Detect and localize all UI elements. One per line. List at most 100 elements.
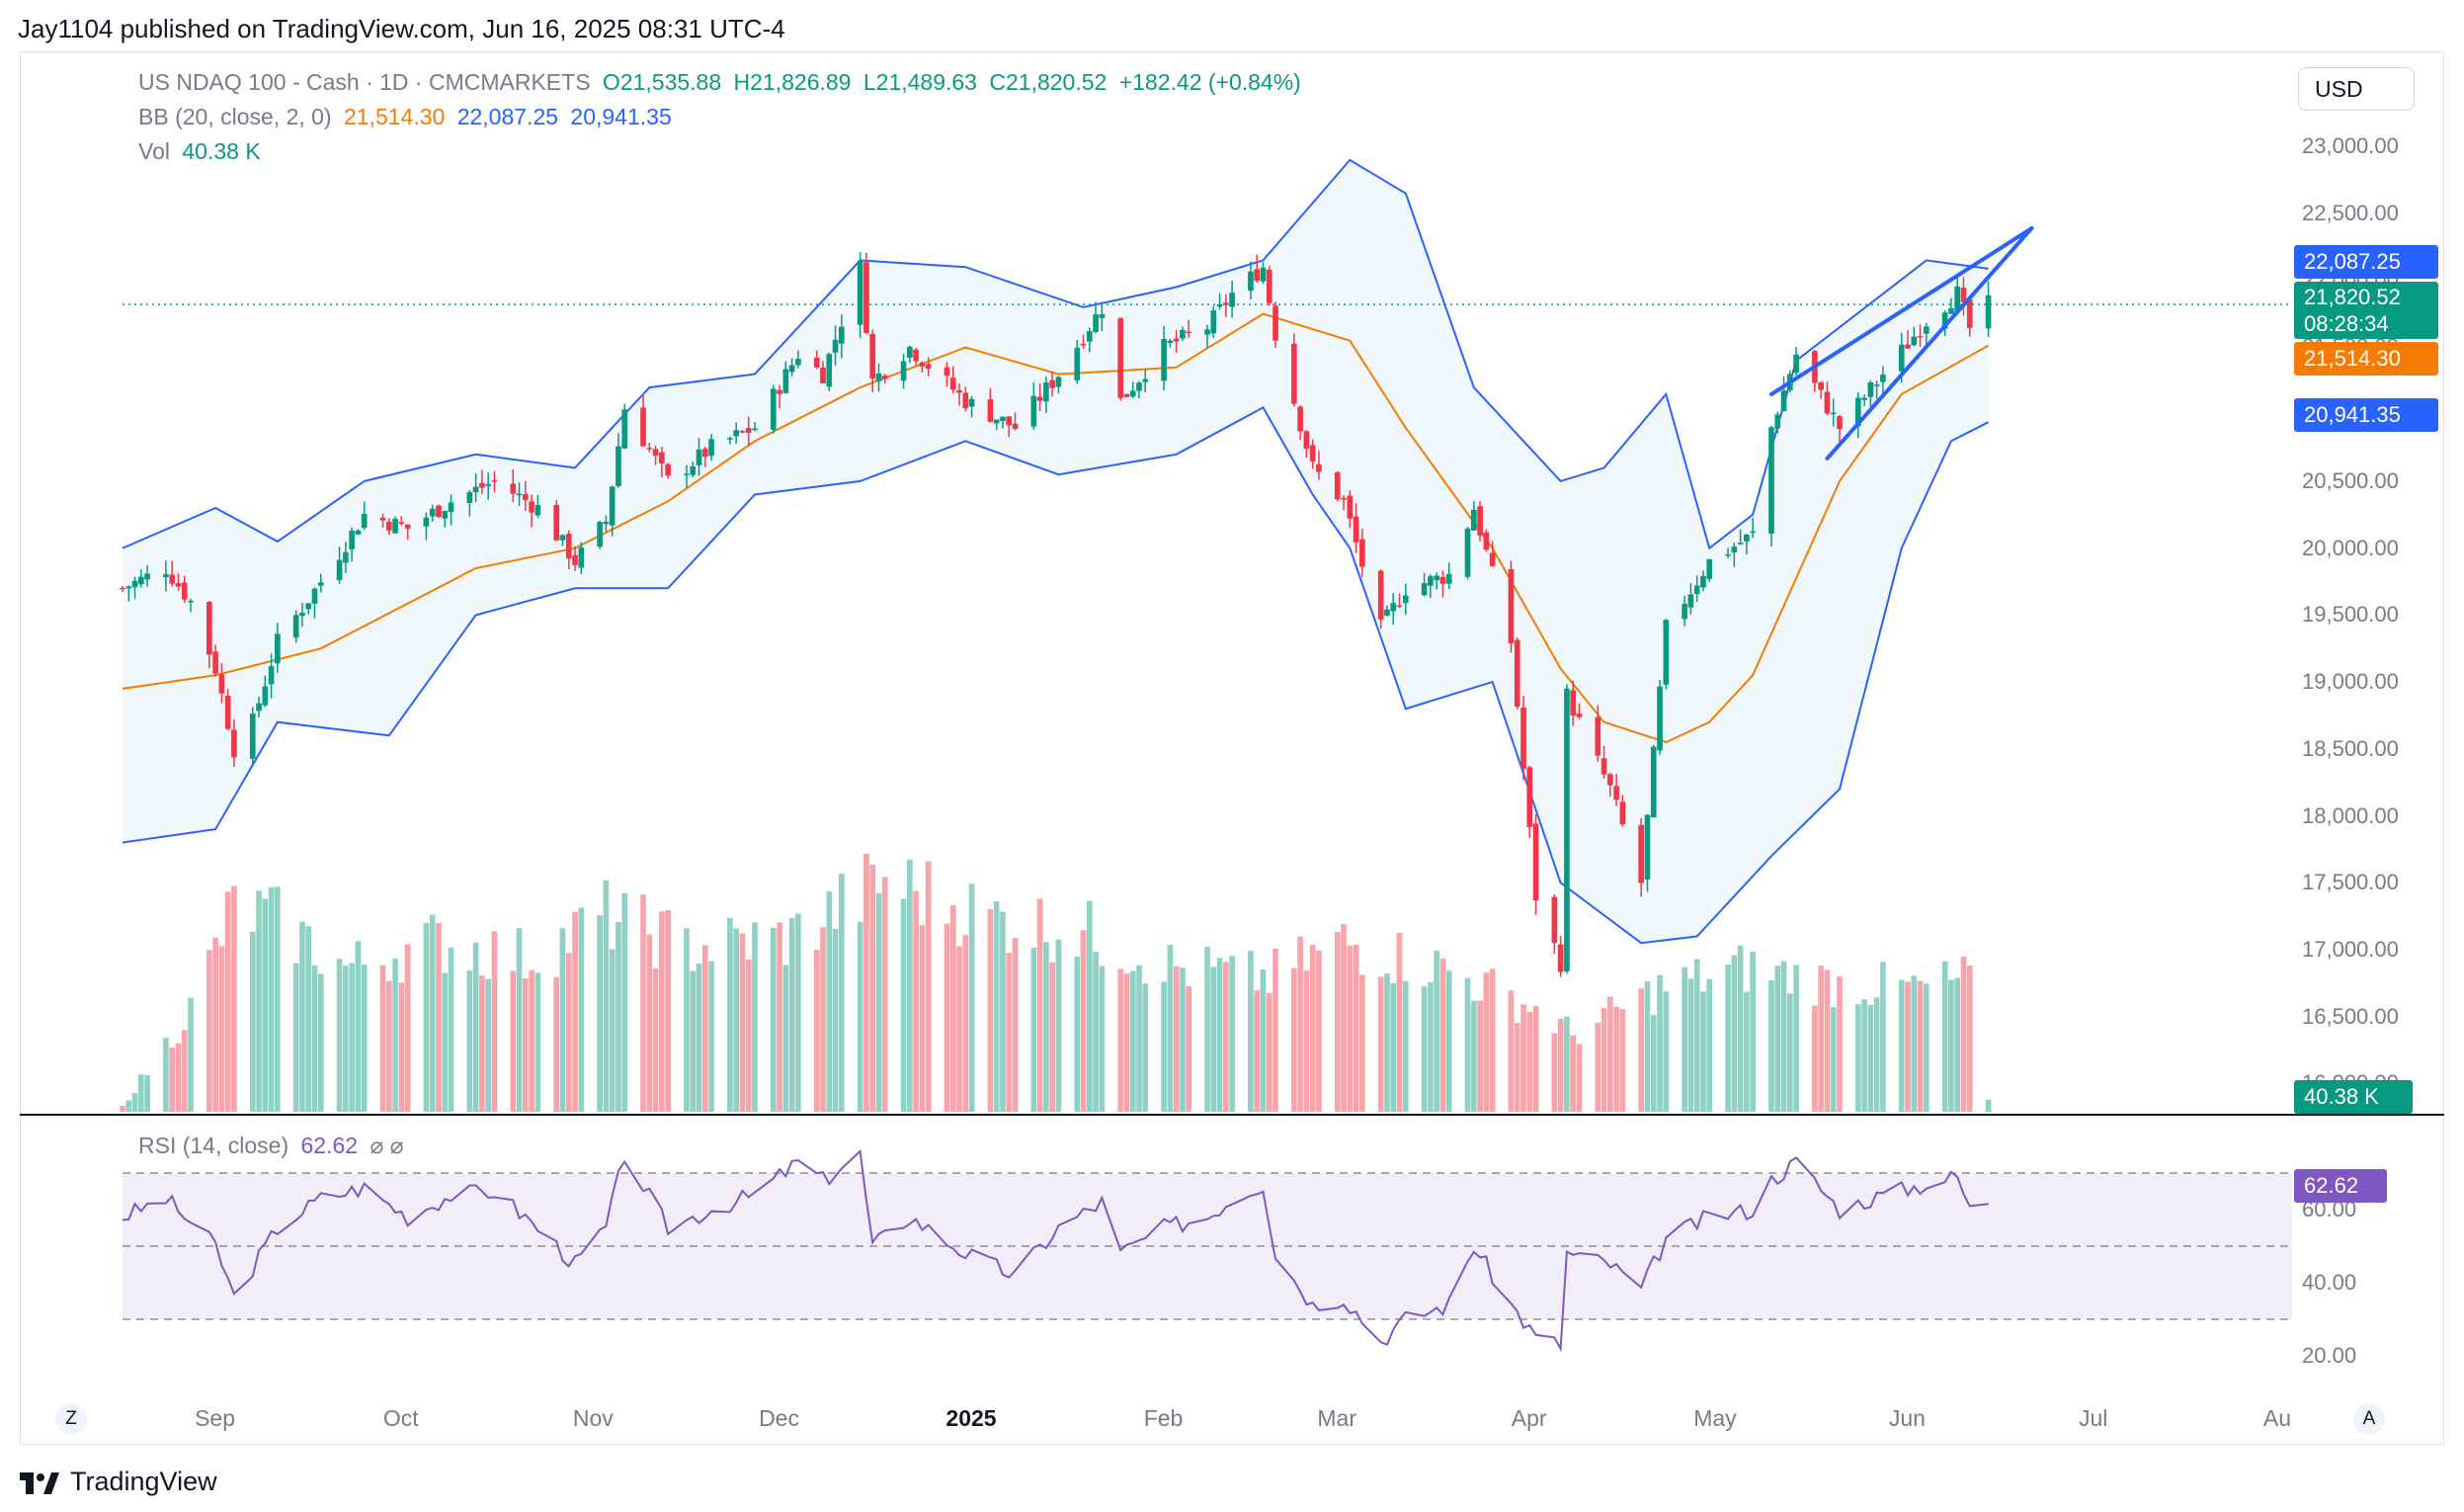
candle-body [993,419,1000,424]
candle-body [1434,575,1439,581]
volume-bar [696,964,702,1112]
lower-band-tag: 20,941.35 [2294,398,2438,432]
volume-bar [1117,968,1123,1112]
candle-body [1030,395,1037,427]
candle-body [1186,331,1192,334]
candle-body [900,361,907,381]
candle-body [311,588,318,604]
candle-body [1464,528,1471,577]
volume-bar [1780,961,1787,1112]
volume-bar [1520,1004,1526,1112]
volume-bar [875,892,882,1112]
candle-body [1229,293,1235,307]
candle-body [1086,331,1093,342]
candle-body [788,365,795,373]
volume-bar [1532,1005,1539,1112]
volume-bar [1682,966,1687,1112]
volume-bar [1291,967,1297,1112]
candle-body [1266,269,1273,303]
candle-body [1948,307,1954,314]
volume-bar [1477,1000,1483,1112]
volume-bar [962,935,969,1112]
candle-body [1204,329,1210,335]
candle-body [1607,774,1613,786]
candle-body [1477,506,1483,536]
price-tick-label: 16,500.00 [2302,1003,2399,1029]
volume-bar [534,972,541,1112]
candle-body [1347,495,1354,519]
volume-bar [813,949,820,1112]
volume-bar [1384,973,1390,1112]
volume-bar [485,978,492,1112]
volume-bar [1526,1011,1533,1112]
volume-bar [1700,991,1706,1112]
candle-body [1508,568,1515,644]
volume-bar [1619,1009,1626,1112]
candle-body [1470,509,1477,531]
volume-bar [1439,958,1446,1112]
candle-body [1377,570,1384,620]
price-tick-label: 19,000.00 [2302,669,2399,695]
volume-bar [120,1106,125,1112]
candle-body [1532,823,1539,901]
volume-bar [206,950,212,1112]
candle-body [1731,546,1738,553]
candle-body [949,378,956,390]
volume-bar [1570,1035,1577,1112]
candle-body [820,367,826,384]
price-tick-label: 20,000.00 [2302,535,2399,560]
candle-body [442,511,449,519]
volume-bar [1489,968,1496,1112]
volume-bar [727,917,733,1112]
volume-bar [466,970,473,1112]
zoom-reset-button[interactable]: Z [55,1403,87,1435]
candle-body [529,501,534,513]
candle-body [813,357,820,368]
candle-body [1768,427,1774,534]
volume-bar [690,970,697,1112]
volume-bar [733,928,739,1112]
candle-body [777,389,782,394]
candle-body [485,483,492,486]
price-tick-label: 18,500.00 [2302,735,2399,761]
volume-bar [361,964,368,1112]
volume-bar [163,1037,169,1112]
volume-bar [529,969,534,1112]
rsi-value: 62.62 [300,1133,359,1158]
volume-bar [1248,951,1254,1112]
volume-bar [1353,944,1359,1112]
volume-bar [442,972,449,1112]
volume-bar [1911,975,1918,1112]
candle-body [708,439,714,457]
candle-body [646,448,653,450]
candle-body [1780,390,1787,412]
time-tick-label: Dec [759,1405,799,1431]
candle-body [987,399,994,422]
currency-selector[interactable]: USD [2298,67,2415,111]
candle-body [1682,603,1687,620]
time-tick-label: Nov [572,1405,614,1431]
candle-body [616,446,621,486]
volume-bar [218,946,225,1112]
volume-bar [398,982,405,1112]
candle-body [256,703,262,712]
volume-bar [1954,977,1961,1112]
candle-body [1483,532,1490,550]
candle-body [956,389,962,393]
volume-bar [1161,981,1167,1112]
auto-scale-button[interactable]: A [2353,1403,2385,1435]
volume-bar [1390,982,1397,1112]
volume-bar [1142,983,1149,1112]
price-tick-label: 17,000.00 [2302,937,2399,962]
volume-bar [1824,969,1831,1112]
volume-bar [987,908,994,1112]
candle-body [1750,531,1756,534]
volume-bar [1750,951,1756,1112]
candle-body [181,582,188,600]
rsi-hidden-icon[interactable]: ⌀ ⌀ [370,1133,404,1158]
candle-body [1526,767,1533,827]
candle-body [696,449,702,465]
candle-body [1917,336,1924,338]
volume-bar [1123,973,1130,1112]
